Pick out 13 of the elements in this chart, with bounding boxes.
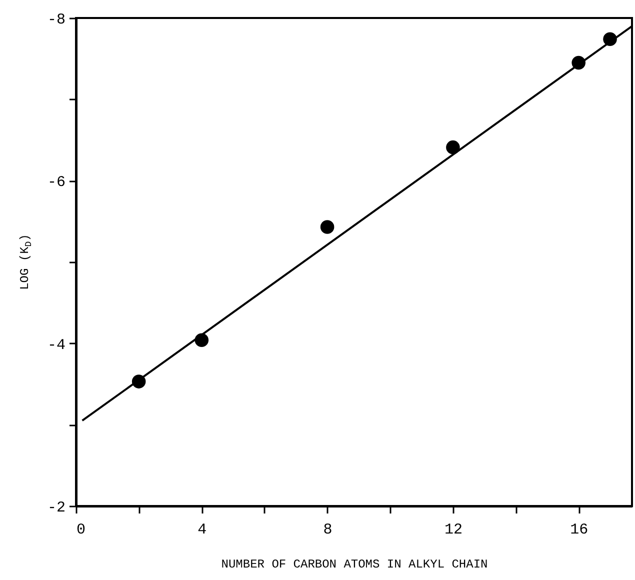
point bbox=[320, 220, 334, 234]
y-tick-label: -8 bbox=[47, 12, 66, 28]
x-axis-title: NUMBER OF CARBON ATOMS IN ALKYL CHAIN bbox=[221, 558, 488, 572]
y-tick-label: -6 bbox=[47, 174, 66, 192]
x-tick-label: 12 bbox=[444, 522, 462, 538]
x-tick-label: 4 bbox=[198, 522, 207, 538]
y-tick-label: -4 bbox=[47, 336, 66, 354]
point bbox=[446, 140, 460, 154]
x-tick-label: 0 bbox=[76, 522, 86, 538]
x-tick-label: 8 bbox=[323, 522, 332, 538]
y-axis-title: LOG (KD) bbox=[18, 234, 34, 290]
y-tick-label: -2 bbox=[47, 500, 66, 516]
x-tick-label: 16 bbox=[570, 522, 588, 538]
